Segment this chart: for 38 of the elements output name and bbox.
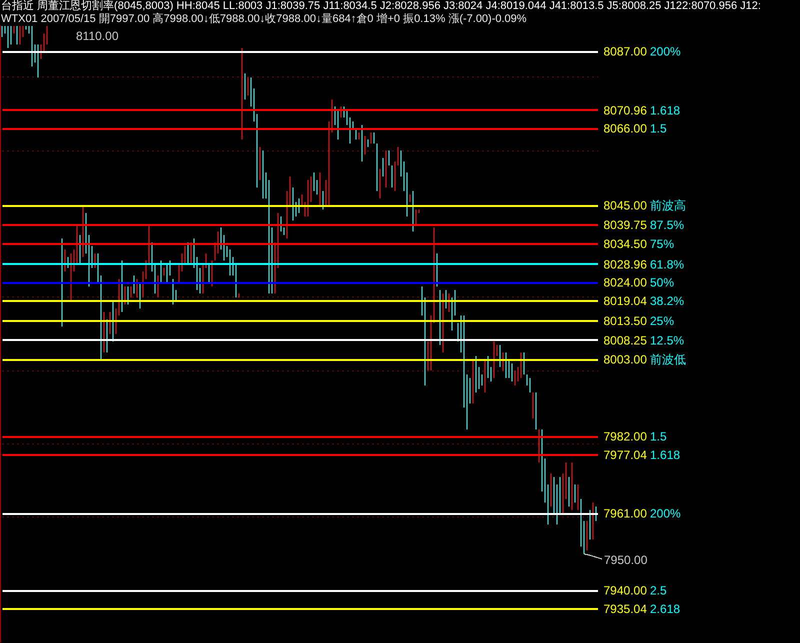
y-tick-label: 8087.00 [604,44,648,59]
y-tick-label: 7982.00 [604,430,648,444]
text: 1.618 [650,103,680,118]
text: 前波低 [650,352,686,367]
y-tick-label: 8066.00 [604,122,648,136]
y-tick-label: 7935.04 [604,602,648,616]
y-tick-label: 7961.00 [604,506,648,521]
text: 200% [650,506,682,521]
text: 12.5% [650,333,684,348]
text: 87.5% [650,218,684,232]
text: 1.5 [650,122,668,136]
text: 1.618 [650,448,680,462]
y-tick-label: 8045.00 [604,198,648,213]
y-tick-label: 8034.50 [604,237,648,252]
annotation: 8110.00 [76,29,119,43]
text: 25% [650,314,674,328]
y-tick-label: 7940.00 [604,584,648,598]
text: 7950.00 [604,553,648,567]
text: 75% [650,237,674,252]
text: 2.5 [650,584,668,598]
text: 200% [650,44,682,59]
y-tick-label: 8070.96 [604,103,648,118]
text: 50% [650,276,674,290]
chart-subtitle: WTX01 2007/05/15 開7997.00 高7998.00↓低7988.00↓收7988.00↓量684↑倉0 增+0 振0.13% 漲(-7.00)-0.09% [1,13,527,26]
text: 61.8% [650,257,684,272]
y-tick-label: 8024.00 [604,276,648,290]
y-tick-label: 8003.00 [604,352,648,367]
text: 前波高 [650,198,686,213]
text: 1.5 [650,430,668,444]
y-tick-label: 8008.25 [604,333,648,348]
text: 38.2% [650,294,684,308]
y-tick-label: 8019.04 [604,294,648,308]
chart-title: 台指近 周董江恩切割率(8045,8003) HH:8045 LL:8003 J1:8039.75 J11:8034.5 J2:8028.956 J3:8024 J4:8019.044 J41:8013.5 J5:8008.25 J122:8070.956 J12: [1,0,761,12]
y-tick-label: 8039.75 [604,218,648,232]
y-tick-label: 7977.04 [604,448,648,462]
y-tick-label: 8028.96 [604,257,648,272]
text: 2.618 [650,602,680,616]
y-tick-label: 8013.50 [604,314,648,328]
